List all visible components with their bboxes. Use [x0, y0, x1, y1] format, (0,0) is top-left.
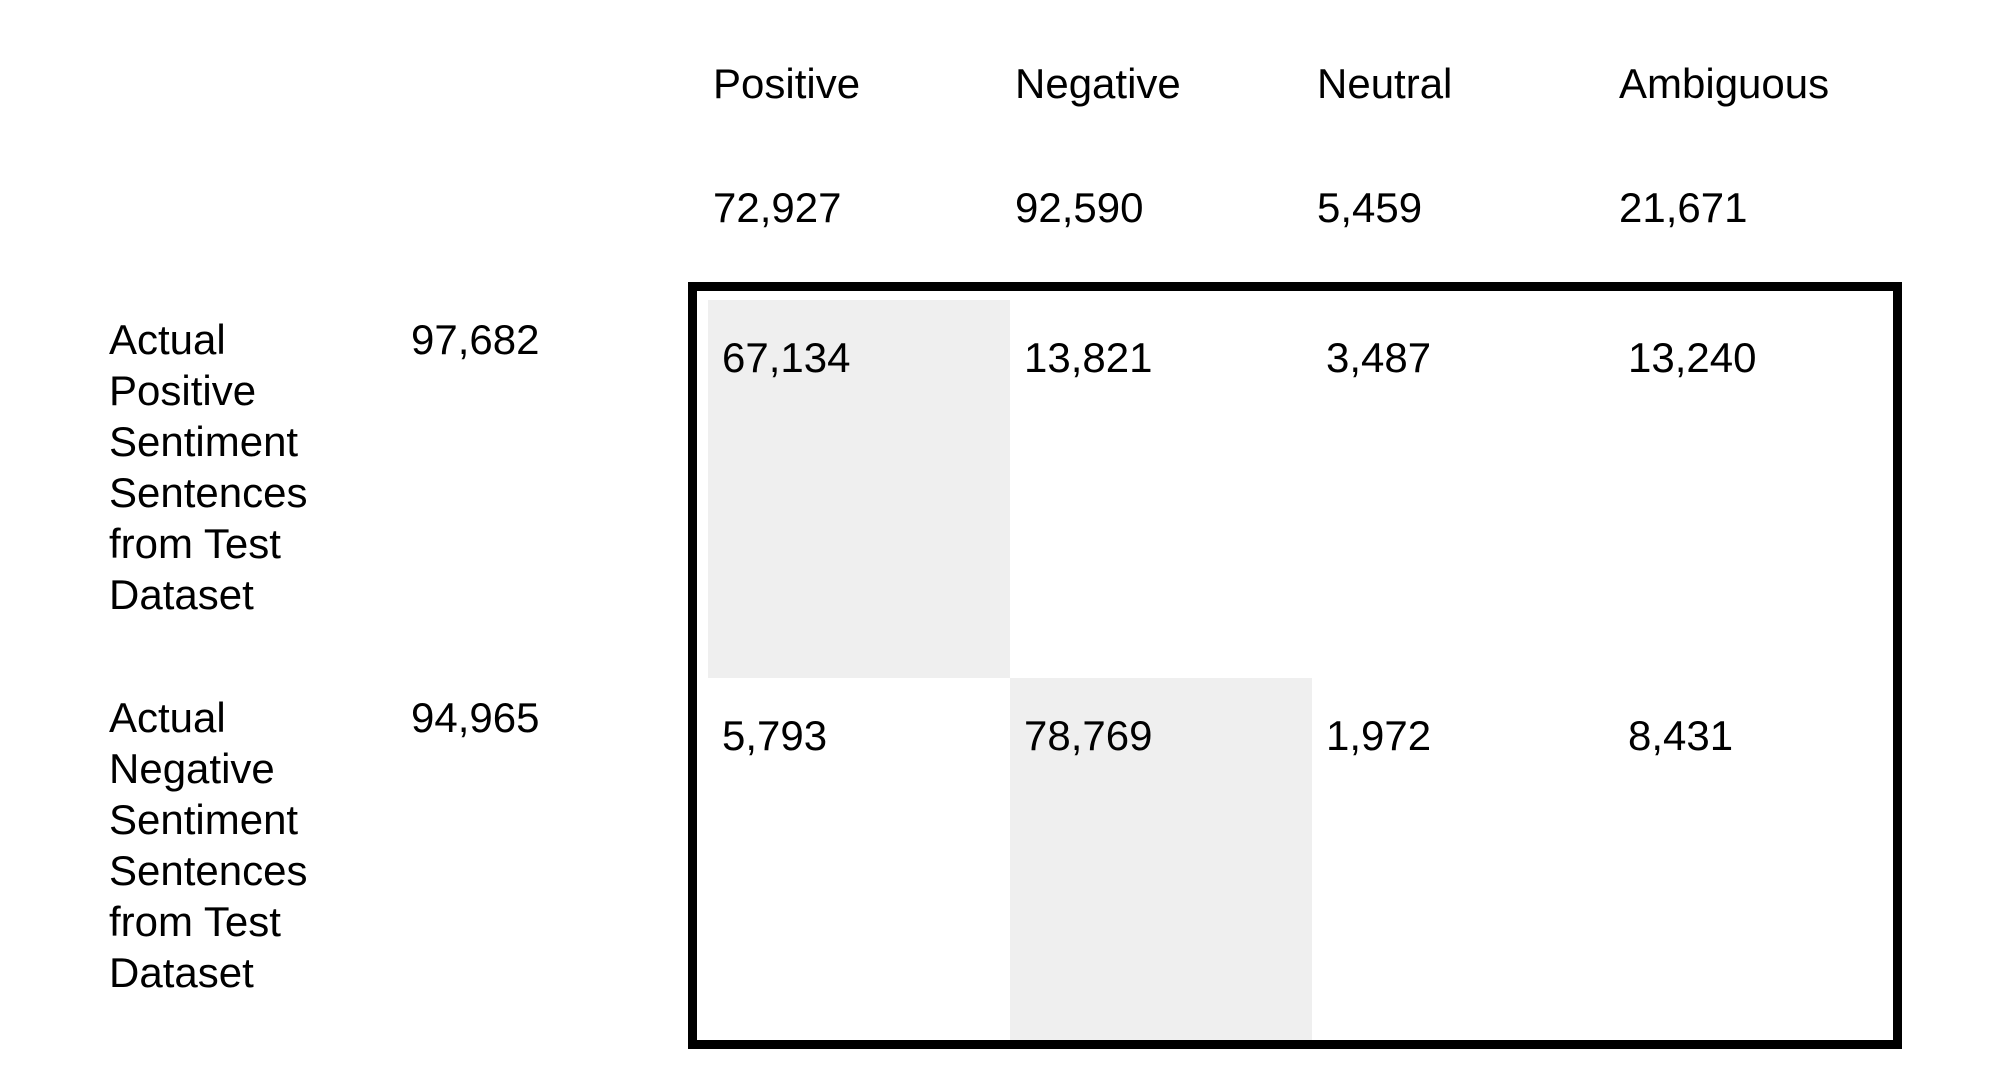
cell-negative-negative: 78,769: [1010, 678, 1312, 1040]
cell-positive-negative: 13,821: [1024, 334, 1153, 381]
cell-positive-neutral: 3,487: [1326, 334, 1432, 381]
cell-negative-positive: 5,793: [722, 712, 828, 759]
column-total-ambiguous: 21,671: [1619, 184, 1748, 231]
row-total-actual-negative: 94,965: [411, 694, 540, 741]
row-total-actual-positive: 97,682: [411, 316, 540, 363]
column-header-positive: Positive: [713, 60, 861, 107]
column-header-neutral: Neutral: [1317, 60, 1453, 107]
column-header-ambiguous: Ambiguous: [1619, 60, 1830, 107]
row-label-actual-negative: Actual Negative Sentiment Sentences from…: [109, 694, 308, 996]
matrix-body: 67,134 13,821 3,487 13,240 5,793 78,769 …: [688, 282, 1902, 1049]
cell-negative-neutral: 1,972: [1326, 712, 1432, 759]
column-header-negative: Negative: [1015, 60, 1181, 107]
column-total-negative: 92,590: [1015, 184, 1144, 231]
column-total-positive: 72,927: [713, 184, 842, 231]
cell-positive-positive: 67,134: [708, 300, 1010, 678]
cell-positive-ambiguous: 13,240: [1628, 334, 1757, 381]
row-label-actual-positive: Actual Positive Sentiment Sentences from…: [109, 316, 308, 618]
cell-negative-ambiguous: 8,431: [1628, 712, 1734, 759]
column-total-neutral: 5,459: [1317, 184, 1423, 231]
